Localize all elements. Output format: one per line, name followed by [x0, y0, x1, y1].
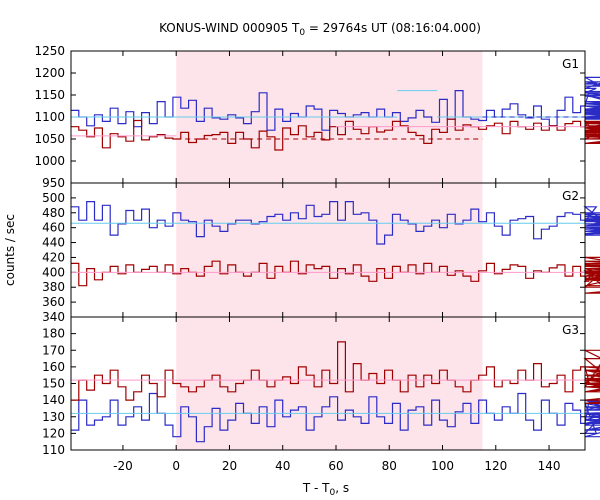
panel-g3-label: G3 [562, 323, 579, 337]
panel-g2-ytick-label-420: 420 [42, 250, 65, 264]
x-tick-label-40: 40 [275, 459, 290, 473]
panel-g1-ytick-label-1050: 1050 [34, 132, 65, 146]
y-axis-label: counts / sec [3, 214, 17, 286]
x-tick-label-120: 120 [484, 459, 507, 473]
x-tick-label-100: 100 [431, 459, 454, 473]
panel-g1-ytick-label-1000: 1000 [34, 154, 65, 168]
panel-g2-ytick-label-460: 460 [42, 221, 65, 235]
panel-g1-ytick-label-1200: 1200 [34, 66, 65, 80]
x-tick-label--20: -20 [113, 459, 133, 473]
panel-g3-ytick-label-140: 140 [42, 393, 65, 407]
panel-g1-ytick-label-1150: 1150 [34, 88, 65, 102]
panel-g3-ytick-label-180: 180 [42, 327, 65, 341]
panel-g2-series-red [71, 256, 600, 294]
panel-g3-ytick-label-160: 160 [42, 360, 65, 374]
panel-g1-label: G1 [562, 57, 579, 71]
panel-g3-series-blue [71, 392, 600, 443]
panel-g3-ytick-label-110: 110 [42, 443, 65, 457]
x-axis-label: T - T0, s [302, 481, 349, 498]
panel-g2-ytick-label-440: 440 [42, 236, 65, 250]
x-tick-label-60: 60 [328, 459, 343, 473]
x-tick-label-140: 140 [538, 459, 561, 473]
x-tick-label-80: 80 [382, 459, 397, 473]
panel-g1-series-red [71, 118, 600, 151]
panel-g3-frame [70, 316, 586, 451]
panel-g3-ytick-label-120: 120 [42, 426, 65, 440]
panel-g2-ytick-label-480: 480 [42, 206, 65, 220]
x-tick-label-20: 20 [222, 459, 237, 473]
panel-g2-ytick-label-340: 340 [42, 310, 65, 324]
chart-title: KONUS-WIND 000905 T0 = 29764s UT (08:16:… [159, 21, 481, 38]
panel-g2-ytick-label-360: 360 [42, 295, 65, 309]
panel-g2-label: G2 [562, 189, 579, 203]
panel-g3-ytick-label-150: 150 [42, 377, 65, 391]
panel-g3-ytick-label-170: 170 [42, 343, 65, 357]
panel-g3-ytick-label-130: 130 [42, 410, 65, 424]
x-tick-label-0: 0 [172, 459, 180, 473]
panel-g1-ytick-label-1100: 1100 [34, 110, 65, 124]
panel-g2-ytick-label-500: 500 [42, 191, 65, 205]
panel-g3-series-red [71, 341, 600, 404]
panel-g2-series-blue [71, 201, 600, 245]
panel-g1-ytick-label-1250: 1250 [34, 44, 65, 58]
panel-g2-ytick-label-380: 380 [42, 280, 65, 294]
panel-g1-ytick-label-950: 950 [42, 176, 65, 190]
panel-g2-ytick-label-400: 400 [42, 265, 65, 279]
